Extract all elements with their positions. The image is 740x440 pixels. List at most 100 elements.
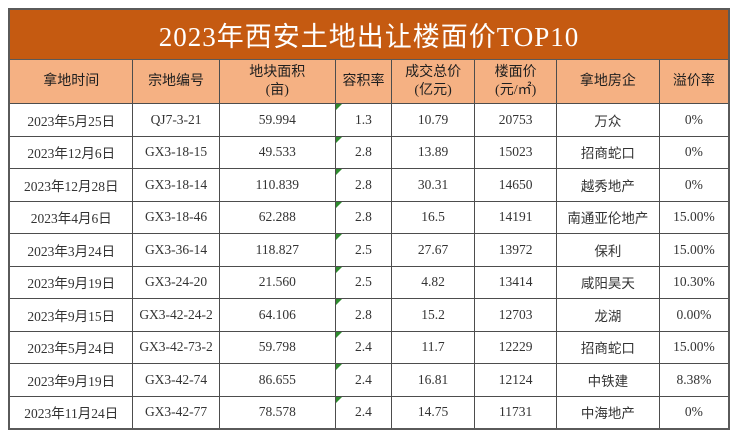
cell-premium-rate: 15.00%: [673, 339, 715, 355]
cell-plot-ratio: 2.8: [335, 169, 392, 201]
cell-plot-ratio: 2.5: [335, 266, 392, 298]
cell-total-price: 30.31: [392, 169, 476, 201]
column-header-label: 容积率: [342, 73, 385, 89]
table-row: 2023年12月28日 GX3-18-14 110.839 2.8 30.31 …: [10, 169, 728, 202]
table-row: 2023年12月6日 GX3-18-15 49.533 2.8 13.89 15…: [10, 136, 728, 169]
cell-plot-ratio: 2.8: [335, 136, 392, 168]
cell-total-price: 10.79: [392, 104, 476, 136]
cell-plot-ratio: 2.4: [335, 396, 392, 428]
column-header-floor-price: 楼面价 (元/㎡): [475, 60, 558, 103]
cell-floor-price: 13414: [475, 266, 558, 298]
cell-plot-area: 59.994: [220, 104, 336, 136]
cell-premium-rate: 10.30%: [673, 274, 715, 290]
cell-plot-ratio: 2.5: [335, 234, 392, 266]
cell-total-price: 15.2: [392, 299, 476, 331]
cell-premium-rate: 8.38%: [676, 371, 712, 387]
cell-plot-ratio: 2.8: [335, 299, 392, 331]
cell-premium-rate: 0.00%: [676, 306, 712, 322]
cell-developer: 龙湖: [557, 299, 660, 331]
cell-parcel-number: GX3-18-46: [133, 201, 220, 233]
cell-acquire-date: 2023年12月6日: [10, 136, 134, 168]
cell-parcel-number: GX3-42-73-2: [133, 331, 220, 363]
cell-plot-area: 78.578: [220, 396, 336, 428]
cell-plot-ratio: 2.4: [335, 364, 392, 396]
cell-acquire-date: 2023年11月24日: [10, 396, 134, 428]
cell-parcel-number: GX3-42-77: [133, 396, 220, 428]
cell-acquire-date: 2023年9月19日: [10, 266, 134, 298]
cell-floor-price: 12703: [475, 299, 558, 331]
cell-acquire-date: 2023年9月19日: [10, 364, 134, 396]
cell-premium-rate: 0%: [684, 404, 703, 420]
table-frame: 2023年西安土地出让楼面价TOP10 拿地时间 宗地编号 地块面积 (亩) 容…: [8, 8, 730, 430]
cell-floor-price: 13972: [475, 234, 558, 266]
cell-developer: 招商蛇口: [557, 331, 660, 363]
column-header-developer: 拿地房企: [557, 60, 660, 103]
cell-parcel-number: GX3-42-24-2: [133, 299, 220, 331]
cell-premium-rate: 0%: [684, 144, 703, 160]
cell-plot-area: 64.106: [220, 299, 336, 331]
cell-developer: 南通亚伦地产: [557, 201, 660, 233]
column-header-premium-rate: 溢价率: [660, 60, 728, 103]
cell-premium-rate: 15.00%: [673, 241, 715, 257]
cell-plot-area: 62.288: [220, 201, 336, 233]
cell-total-price: 13.89: [392, 136, 476, 168]
table-row: 2023年9月19日 GX3-42-74 86.655 2.4 16.81 12…: [10, 364, 728, 397]
table-title: 2023年西安土地出让楼面价TOP10: [10, 10, 728, 60]
cell-parcel-number: GX3-18-14: [133, 169, 220, 201]
cell-plot-ratio: 2.4: [335, 331, 392, 363]
cell-developer: 万众: [557, 104, 660, 136]
column-header-label: 成交总价: [405, 65, 462, 80]
cell-developer: 招商蛇口: [557, 136, 660, 168]
column-header-label: 拿地房企: [579, 73, 636, 89]
cell-total-price: 16.81: [392, 364, 476, 396]
cell-plot-ratio: 1.3: [335, 104, 392, 136]
cell-floor-price: 14650: [475, 169, 558, 201]
cell-acquire-date: 2023年9月15日: [10, 299, 134, 331]
cell-floor-price: 12229: [475, 331, 558, 363]
table-row: 2023年4月6日 GX3-18-46 62.288 2.8 16.5 1419…: [10, 201, 728, 234]
table-header-row: 拿地时间 宗地编号 地块面积 (亩) 容积率 成交总价 (亿元) 楼面价 (元/…: [10, 60, 728, 104]
cell-floor-price: 20753: [475, 104, 558, 136]
cell-total-price: 4.82: [392, 266, 476, 298]
cell-premium-rate: 15.00%: [673, 209, 715, 225]
cell-plot-area: 21.560: [220, 266, 336, 298]
cell-floor-price: 14191: [475, 201, 558, 233]
cell-total-price: 27.67: [392, 234, 476, 266]
cell-acquire-date: 2023年5月24日: [10, 331, 134, 363]
cell-plot-area: 49.533: [220, 136, 336, 168]
cell-floor-price: 11731: [475, 396, 558, 428]
cell-parcel-number: GX3-24-20: [133, 266, 220, 298]
cell-developer: 咸阳昊天: [557, 266, 660, 298]
cell-parcel-number: GX3-18-15: [133, 136, 220, 168]
cell-developer: 中海地产: [557, 396, 660, 428]
column-header-label: 拿地时间: [43, 73, 100, 89]
cell-acquire-date: 2023年4月6日: [10, 201, 134, 233]
cell-floor-price: 15023: [475, 136, 558, 168]
cell-total-price: 16.5: [392, 201, 476, 233]
cell-parcel-number: GX3-42-74: [133, 364, 220, 396]
table-row: 2023年5月24日 GX3-42-73-2 59.798 2.4 11.7 1…: [10, 331, 728, 364]
table-row: 2023年5月25日 QJ7-3-21 59.994 1.3 10.79 207…: [10, 104, 728, 137]
cell-floor-price: 12124: [475, 364, 558, 396]
column-header-label: 楼面价: [494, 65, 537, 80]
column-header-parcel-number: 宗地编号: [133, 60, 220, 103]
cell-developer: 保利: [557, 234, 660, 266]
cell-plot-area: 110.839: [220, 169, 336, 201]
cell-plot-area: 59.798: [220, 331, 336, 363]
column-header-sublabel: (元/㎡): [495, 82, 537, 98]
column-header-plot-area: 地块面积 (亩): [220, 60, 336, 103]
column-header-label: 地块面积: [249, 65, 306, 80]
cell-plot-area: 86.655: [220, 364, 336, 396]
column-header-acquire-date: 拿地时间: [10, 60, 134, 103]
column-header-sublabel: (亩): [265, 82, 289, 98]
cell-acquire-date: 2023年3月24日: [10, 234, 134, 266]
cell-developer: 越秀地产: [557, 169, 660, 201]
table-body: 2023年5月25日 QJ7-3-21 59.994 1.3 10.79 207…: [10, 104, 728, 428]
cell-acquire-date: 2023年12月28日: [10, 169, 134, 201]
column-header-plot-ratio: 容积率: [336, 60, 392, 103]
cell-plot-area: 118.827: [220, 234, 336, 266]
cell-premium-rate: 0%: [684, 111, 703, 127]
column-header-label: 宗地编号: [148, 73, 205, 89]
cell-parcel-number: GX3-36-14: [133, 234, 220, 266]
column-header-label: 溢价率: [672, 73, 715, 89]
